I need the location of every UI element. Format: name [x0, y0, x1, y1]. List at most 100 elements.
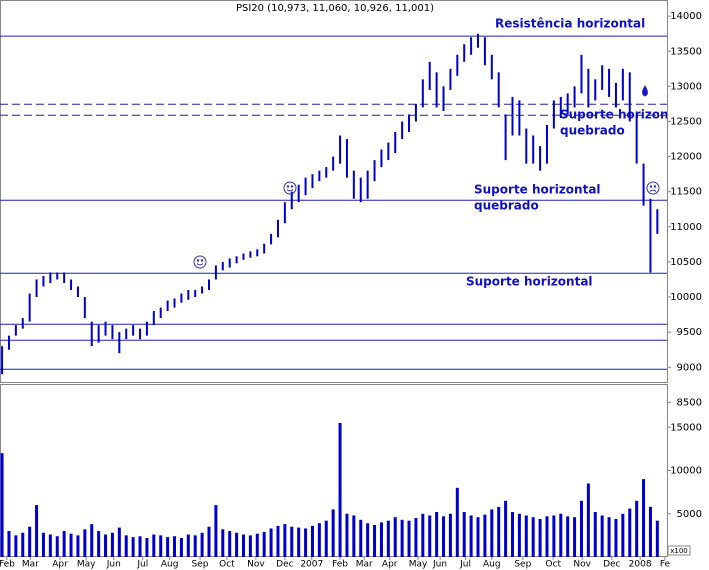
y-tick-label: 11000: [670, 222, 702, 233]
volume-bar: [145, 537, 149, 557]
volume-bar: [186, 534, 190, 557]
volume-unit: x100: [670, 547, 688, 555]
volume-bar: [21, 532, 25, 557]
y-tick-label: 15000: [670, 422, 702, 433]
volume-bar: [124, 535, 128, 557]
x-tick-label: Mar: [22, 560, 39, 570]
volume-bar: [407, 520, 411, 557]
volume-bar: [600, 515, 604, 557]
volume-bar: [35, 505, 39, 557]
volume-bar: [504, 500, 508, 557]
volume-bar: [117, 527, 121, 557]
volume-bar: [428, 515, 432, 557]
volume-bar: [400, 519, 404, 557]
y-tick-label: 12000: [670, 152, 702, 163]
volume-bar: [62, 531, 66, 557]
volume-bar: [635, 500, 639, 557]
volume-bar: [138, 536, 142, 557]
volume-bar: [69, 533, 73, 557]
volume-bar: [586, 483, 590, 557]
volume-bar: [76, 535, 80, 557]
volume-bar: [304, 528, 308, 557]
volume-bar: [104, 534, 108, 557]
volume-bar: [490, 509, 494, 557]
volume-bar: [290, 526, 294, 557]
volume-bar: [179, 537, 183, 557]
volume-bar: [442, 516, 446, 557]
volume-bar: [28, 526, 32, 557]
volume-bar: [579, 500, 583, 557]
y-tick-label: 9000: [677, 362, 702, 373]
volume-bar: [235, 532, 239, 557]
level-label: quebrado: [560, 124, 625, 138]
volume-bar: [614, 518, 618, 557]
volume-bar: [559, 513, 563, 557]
x-tick-label: Sep: [192, 560, 209, 570]
level-label: Suporte horizontal: [560, 108, 687, 122]
y-tick-label: 13500: [670, 46, 702, 57]
volume-bar: [228, 531, 232, 557]
volume-bar: [166, 537, 170, 557]
y-tick-label: 10500: [670, 257, 702, 268]
volume-bar: [648, 506, 652, 557]
volume-bar: [448, 513, 452, 557]
price-area: Resistência horizontal Suporte horizontal…: [0, 17, 687, 375]
volume-bar: [359, 519, 363, 557]
unit-box: [667, 545, 691, 556]
x-tick-label: Jul: [136, 560, 148, 570]
volume-bar: [55, 536, 59, 557]
volume-bar: [269, 528, 273, 557]
x-tick-label: May: [77, 560, 96, 570]
volume-bar: [14, 535, 18, 557]
volume-bar: [593, 512, 597, 557]
volume-bar: [469, 515, 473, 557]
volume-bar: [386, 520, 390, 557]
x-tick-label: Aug: [483, 560, 501, 570]
volume-bar: [414, 518, 418, 557]
y-tick-label: 9500: [677, 327, 702, 338]
volume-bar: [193, 535, 197, 557]
volume-bar: [7, 531, 11, 557]
volume-bar: [159, 535, 163, 557]
volume-bar: [421, 513, 425, 557]
volume-bar: [276, 525, 280, 557]
volume-bar: [83, 529, 87, 557]
volume-bar: [621, 513, 625, 557]
volume-bar: [510, 512, 514, 557]
y-tick-label: 8500: [677, 397, 702, 408]
volume-bar: [531, 517, 535, 557]
y-tick-label: 5000: [677, 509, 702, 520]
volume-bar: [152, 534, 156, 557]
volume-bar: [435, 512, 439, 557]
x-tick-label: 2008: [629, 560, 652, 570]
volume-bar: [241, 534, 245, 557]
volume-bar: [200, 532, 204, 557]
volume-bar: [524, 515, 528, 557]
chart-title: PSI20 (10,973, 11,060, 10,926, 11,001): [236, 3, 434, 14]
x-tick-label: May: [409, 560, 428, 570]
decorations: [193, 85, 660, 269]
volume-bar: [655, 520, 659, 557]
x-tick-label: Jul: [459, 560, 471, 570]
x-tick-label: Sep: [514, 560, 531, 570]
volume-bar: [573, 517, 577, 557]
volume-bar: [90, 524, 94, 557]
level-label: Resistência horizontal: [495, 17, 645, 31]
x-tick-label: Oct: [545, 560, 561, 570]
volume-bar: [345, 513, 349, 557]
level-label: Suporte horizontal: [466, 275, 593, 289]
volume-bar: [545, 516, 549, 557]
y-tick-label: 10000: [670, 292, 702, 303]
volume-bar: [110, 532, 114, 557]
volume-bar: [310, 525, 314, 557]
volume-bar: [338, 422, 342, 557]
x-tick-label: 2007: [300, 560, 323, 570]
volume-bar: [331, 509, 335, 557]
volume-bar: [538, 518, 542, 557]
volume-bar: [566, 516, 570, 557]
y-tick-label: 14000: [670, 11, 702, 22]
volume-bar: [0, 453, 4, 557]
volume-bar: [483, 514, 487, 557]
y-tick-label: 12500: [670, 116, 702, 127]
